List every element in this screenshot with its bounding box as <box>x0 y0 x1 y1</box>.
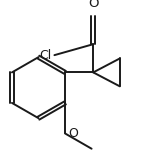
Text: O: O <box>88 0 99 10</box>
Text: O: O <box>68 127 78 140</box>
Text: Cl: Cl <box>39 49 51 62</box>
